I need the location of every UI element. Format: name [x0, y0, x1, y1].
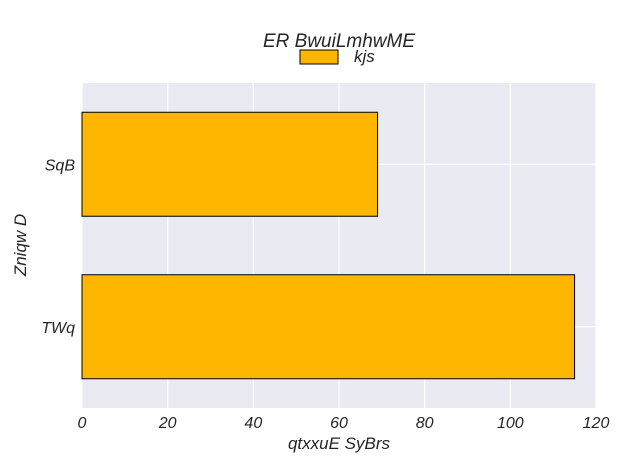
legend: kjs [299, 47, 375, 66]
bar-SqB [81, 111, 379, 217]
y-tick-label: TWq [41, 320, 75, 337]
bar-TWq [81, 274, 576, 380]
x-tick-label: 120 [583, 415, 610, 432]
legend-label-kjs: kjs [354, 47, 375, 66]
x-axis-label: qtxxuE SyBrs [288, 434, 391, 453]
x-tick-label: 40 [244, 415, 262, 432]
x-tick-label: 0 [78, 415, 87, 432]
bar-series [81, 111, 576, 380]
x-tick-label: 20 [158, 415, 177, 432]
x-tick-labels: 0 20 40 60 80 100 120 [78, 415, 610, 432]
legend-swatch-kjs [299, 49, 339, 65]
x-tick-label: 60 [330, 415, 348, 432]
x-tick-label: 100 [497, 415, 524, 432]
y-tick-labels: SqB TWq [41, 157, 75, 337]
chart-title: ER BwuiLmhwME [263, 31, 415, 52]
y-tick-label: SqB [45, 157, 76, 174]
y-axis-label: Zniqw D [11, 214, 30, 277]
x-tick-label: 80 [416, 415, 434, 432]
